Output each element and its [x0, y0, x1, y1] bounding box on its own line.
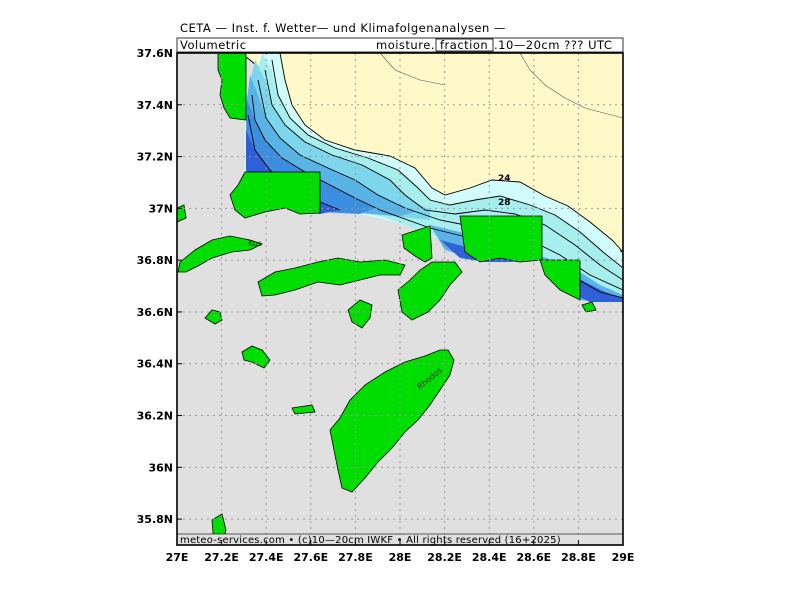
- contour-line: [264, 69, 623, 281]
- x-tick-label: 28E: [389, 551, 412, 564]
- y-tick-label: 36.4N: [137, 358, 173, 371]
- border-lines: [379, 53, 623, 119]
- x-tick-label: 27.8E: [338, 551, 373, 564]
- island-small-south: [291, 404, 316, 415]
- x-tick-label: 27.2E: [204, 551, 239, 564]
- island-block-north: [229, 171, 321, 219]
- x-tick-label: 28.4E: [472, 551, 507, 564]
- island-small-far-west: [177, 204, 187, 223]
- island-north-west: [217, 53, 247, 121]
- x-tick-label: 28.2E: [427, 551, 462, 564]
- y-tick-label: 37.6N: [137, 47, 173, 60]
- islands: [177, 53, 597, 545]
- footer-copyright: meteo-services.com • (c)10—20cm IWKF • A…: [180, 535, 561, 546]
- footer-band: [177, 533, 623, 545]
- coast-block-east: [459, 215, 543, 263]
- x-axis-ticks: 27E 27.2E 27.4E 27.6E 27.8E 28E 28.2E 28.4E 28.6…: [166, 540, 635, 564]
- island-rhodos: [329, 349, 455, 493]
- header-left-label: Volumetric: [180, 38, 247, 52]
- contour-label-24: 24: [498, 174, 511, 184]
- y-tick-label: 37.2N: [137, 151, 173, 164]
- x-tick-label: 28.8E: [561, 551, 596, 564]
- header-right-label-prefix: moisture.: [376, 38, 435, 52]
- x-tick-label: 27E: [166, 551, 189, 564]
- y-tick-label: 36N: [148, 461, 173, 474]
- y-tick-label: 36.8N: [137, 254, 173, 267]
- y-tick-label: 37N: [148, 202, 173, 215]
- island-datca: [401, 225, 433, 263]
- header-right-label-suffix: .10—20cm ??? UTC: [494, 38, 612, 52]
- place-label-kos: Kos: [248, 239, 262, 248]
- contour-label-28: 28: [498, 198, 511, 208]
- contour-line: [279, 53, 623, 253]
- island-small-east: [581, 301, 597, 313]
- y-tick-label: 36.6N: [137, 306, 173, 319]
- grid-lines: [177, 53, 623, 545]
- island-small-west: [204, 309, 223, 325]
- y-tick-label: 37.4N: [137, 99, 173, 112]
- header-unit-box: [435, 38, 494, 52]
- y-axis-ticks: 37.6N 37.4N 37.2N 37N 36.8N 36.6N 36.4N 36.2N 36…: [137, 47, 182, 526]
- contour-line: [271, 59, 623, 269]
- x-tick-label: 29E: [612, 551, 635, 564]
- x-tick-label: 27.4E: [249, 551, 284, 564]
- border-line: [519, 53, 623, 119]
- island-bozburun: [397, 261, 463, 321]
- header-title: CETA — Inst. f. Wetter— und Klimafolgena…: [180, 21, 506, 35]
- y-tick-label: 35.8N: [137, 513, 173, 526]
- x-tick-label: 28.6E: [516, 551, 551, 564]
- x-tick-label: 27.6E: [293, 551, 328, 564]
- island-kos: [177, 235, 264, 273]
- island-symi: [347, 299, 373, 329]
- header-right-label-unit: fraction: [440, 38, 488, 52]
- header-label-box: [176, 37, 624, 53]
- map-plot-area: Kos Rhodos 24 28 meteo-services.com • (c…: [177, 53, 623, 546]
- y-tick-label: 36.2N: [137, 410, 173, 423]
- border-line: [379, 53, 446, 86]
